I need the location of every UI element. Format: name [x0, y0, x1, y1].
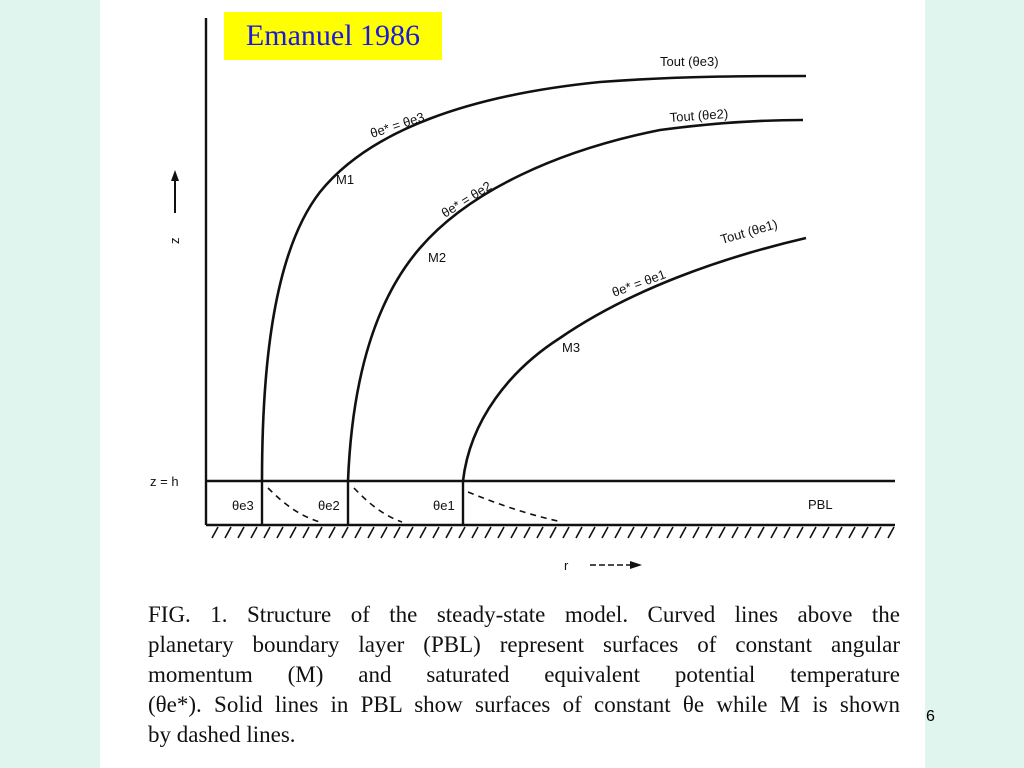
hatch-mark	[588, 526, 596, 539]
pbl-dashed-m1	[267, 487, 321, 523]
hatch-mark	[874, 526, 882, 539]
hatch-mark	[809, 526, 817, 539]
hatch-mark	[861, 526, 869, 539]
hatch-mark	[627, 526, 635, 539]
hatch-mark	[731, 526, 739, 539]
hatch-mark	[328, 526, 336, 539]
caption-line-3: momentum (M) and saturated equivalent po…	[148, 662, 900, 687]
pbl-label-e1: θe1	[433, 498, 455, 513]
hatch-mark	[458, 526, 466, 539]
hatch-mark	[380, 526, 388, 539]
pbl-dashed-m3	[467, 491, 563, 523]
hatch-mark	[484, 526, 492, 539]
hatch-mark	[770, 526, 778, 539]
caption-line-4: (θe*). Solid lines in PBL show surfaces …	[148, 692, 900, 717]
caption-line-1: FIG. 1. Structure of the steady-state mo…	[148, 602, 900, 627]
hatch-mark	[419, 526, 427, 539]
hatch-mark	[562, 526, 570, 539]
hatch-mark	[653, 526, 661, 539]
hatch-mark	[692, 526, 700, 539]
hatch-mark	[666, 526, 674, 539]
pbl-top-label: z = h	[150, 474, 179, 489]
hatch-mark	[406, 526, 414, 539]
hatch-mark	[211, 526, 219, 539]
hatch-mark	[354, 526, 362, 539]
hatch-mark	[237, 526, 245, 539]
hatch-mark	[718, 526, 726, 539]
hatch-mark	[445, 526, 453, 539]
hatch-mark	[614, 526, 622, 539]
hatch-mark	[315, 526, 323, 539]
r-arrow-head	[630, 561, 642, 569]
hatch-mark	[250, 526, 258, 539]
hatch-mark	[848, 526, 856, 539]
page-number: 6	[926, 708, 935, 725]
hatch-mark	[705, 526, 713, 539]
hatch-mark	[783, 526, 791, 539]
hatch-mark	[523, 526, 531, 539]
label-theta-e3: θe* = θe3	[368, 109, 426, 141]
hatch-mark	[757, 526, 765, 539]
hatch-mark	[510, 526, 518, 539]
hatch-mark	[497, 526, 505, 539]
z-axis-label: z	[167, 238, 182, 245]
hatch-mark	[276, 526, 284, 539]
r-axis-label: r	[564, 558, 569, 573]
hatch-mark	[224, 526, 232, 539]
hatch-mark	[549, 526, 557, 539]
hatch-mark	[601, 526, 609, 539]
pbl-label-e3: θe3	[232, 498, 254, 513]
label-m3: M3	[562, 340, 580, 355]
label-tout-e1: Tout (θe1)	[719, 216, 779, 247]
pbl-label-e2: θe2	[318, 498, 340, 513]
z-arrow-head	[171, 170, 179, 181]
pbl-label: PBL	[808, 497, 833, 512]
label-theta-e2: θe* = θe2	[439, 178, 494, 220]
hatch-mark	[367, 526, 375, 539]
hatch-mark	[640, 526, 648, 539]
hatch-mark	[432, 526, 440, 539]
hatch-mark	[887, 526, 895, 539]
label-m1: M1	[336, 172, 354, 187]
curve-m2	[346, 118, 804, 482]
curve-m3	[461, 236, 807, 482]
hatch-mark	[302, 526, 310, 539]
label-m2: M2	[428, 250, 446, 265]
hatch-mark	[471, 526, 479, 539]
label-tout-e2: Tout (θe2)	[669, 106, 728, 125]
curve-m1	[260, 74, 807, 482]
hatch-mark	[341, 526, 349, 539]
pbl-dashed-m2	[353, 487, 403, 523]
hatch-mark	[289, 526, 297, 539]
ground-hatching	[211, 526, 895, 539]
caption-line-2: planetary boundary layer (PBL) represent…	[148, 632, 900, 657]
hatch-mark	[835, 526, 843, 539]
hatch-mark	[796, 526, 804, 539]
label-tout-e3: Tout (θe3)	[660, 54, 719, 69]
slide-panel	[100, 0, 925, 768]
hatch-mark	[263, 526, 271, 539]
hatch-mark	[822, 526, 830, 539]
hatch-mark	[393, 526, 401, 539]
hatch-mark	[575, 526, 583, 539]
hatch-mark	[744, 526, 752, 539]
hatch-mark	[679, 526, 687, 539]
hatch-mark	[536, 526, 544, 539]
caption-line-5: by dashed lines.	[148, 722, 296, 747]
slide-title: Emanuel 1986	[224, 12, 442, 60]
